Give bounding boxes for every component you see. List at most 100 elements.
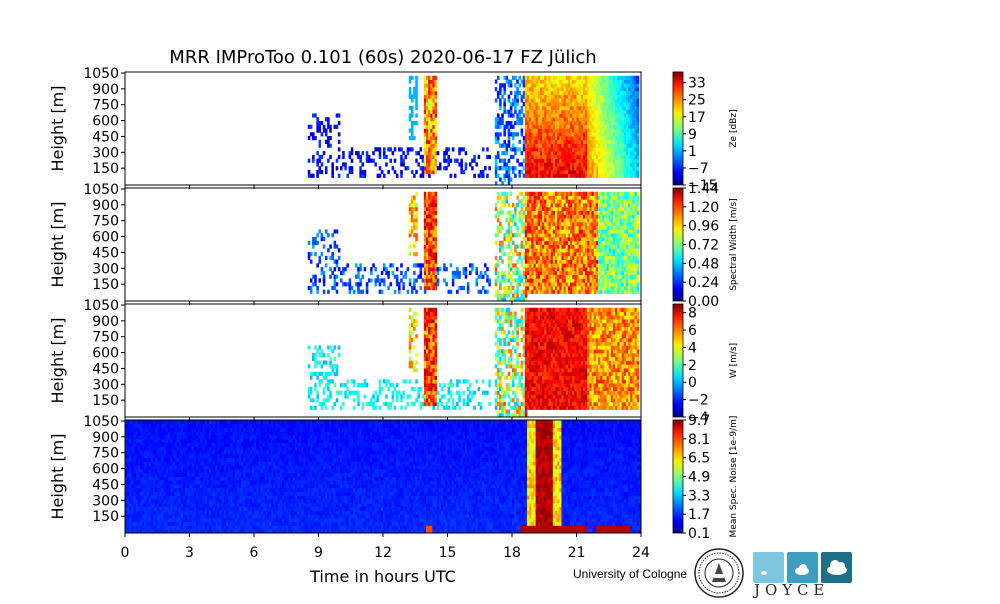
heatmap-cell xyxy=(411,125,414,129)
heatmap-cell xyxy=(510,323,513,327)
heatmap-cell xyxy=(435,144,438,148)
heatmap-cell xyxy=(521,199,524,203)
heatmap-cell xyxy=(463,170,466,174)
heatmap-cell xyxy=(323,391,326,395)
heatmap-cell xyxy=(362,162,365,166)
heatmap-cell xyxy=(508,136,511,140)
heatmap-cell xyxy=(486,275,489,279)
heatmap-cell xyxy=(435,159,438,163)
heatmap-cell xyxy=(400,155,403,159)
heatmap-cell xyxy=(454,174,457,178)
heatmap-cell xyxy=(355,263,358,267)
heatmap-cell xyxy=(518,256,521,260)
heatmap-cell xyxy=(503,203,506,207)
heatmap-cell xyxy=(521,207,524,211)
heatmap-cell xyxy=(486,147,489,151)
heatmap-cell xyxy=(407,290,410,294)
heatmap-cell xyxy=(486,391,489,395)
heatmap-cell xyxy=(508,342,511,346)
heatmap-cell xyxy=(323,402,326,406)
heatmap-cell xyxy=(516,87,519,91)
heatmap-cell xyxy=(637,226,640,230)
heatmap-cell xyxy=(465,151,468,155)
heatmap-cell xyxy=(329,125,332,129)
heatmap-cell xyxy=(402,282,405,286)
heatmap-cell xyxy=(437,402,440,406)
heatmap-cell xyxy=(338,256,341,260)
heatmap-cell xyxy=(325,263,328,267)
heatmap-cell xyxy=(497,263,500,267)
heatmap-cell xyxy=(508,203,511,207)
heatmap-cell xyxy=(411,147,414,151)
heatmap-cell xyxy=(512,398,515,402)
heatmap-cell xyxy=(525,293,528,297)
heatmap-cell xyxy=(364,170,367,174)
heatmap-cell xyxy=(510,80,513,84)
heatmap-cell xyxy=(413,245,416,249)
heatmap-cell xyxy=(400,263,403,267)
heatmap-cell xyxy=(316,241,319,245)
heatmap-cell xyxy=(503,361,506,365)
heatmap-cell xyxy=(435,398,438,402)
heatmap-cell xyxy=(637,214,640,218)
heatmap-cell xyxy=(396,394,399,398)
heatmap-cell xyxy=(368,155,371,159)
heatmap-cell xyxy=(450,290,453,294)
heatmap-cell xyxy=(321,162,324,166)
heatmap-cell xyxy=(420,387,423,391)
heatmap-cell xyxy=(435,214,438,218)
heatmap-cell xyxy=(475,278,478,282)
heatmap-cell xyxy=(409,357,412,361)
heatmap-cell xyxy=(415,214,418,218)
heatmap-cell xyxy=(409,282,412,286)
heatmap-cell xyxy=(314,237,317,241)
heatmap-cell xyxy=(437,278,440,282)
heatmap-cell xyxy=(637,144,640,148)
heatmap-cell xyxy=(510,229,513,233)
heatmap-cell xyxy=(329,275,332,279)
heatmap-cell xyxy=(415,319,418,323)
heatmap-cell xyxy=(521,106,524,110)
heatmap-cell xyxy=(439,267,442,271)
heatmap-cell xyxy=(351,151,354,155)
heatmap-cell xyxy=(336,290,339,294)
heatmap-cell xyxy=(310,260,313,264)
heatmap-cell xyxy=(637,117,640,121)
heatmap-cell xyxy=(422,174,425,178)
heatmap-cell xyxy=(351,166,354,170)
y-tick-label: 600 xyxy=(92,230,119,246)
heatmap-cell xyxy=(473,174,476,178)
heatmap-cell xyxy=(310,252,313,256)
heatmap-cell xyxy=(503,406,506,410)
heatmap-cell xyxy=(637,140,640,144)
heatmap-cell xyxy=(510,237,513,241)
heatmap-cell xyxy=(435,76,438,80)
heatmap-cell xyxy=(435,91,438,95)
heatmap-cell xyxy=(465,166,468,170)
heatmap-cell xyxy=(637,136,640,140)
heatmap-cell xyxy=(506,196,509,200)
heatmap-cell xyxy=(321,267,324,271)
heatmap-cell xyxy=(637,192,640,196)
heatmap-cell xyxy=(413,241,416,245)
heatmap-cell xyxy=(478,387,481,391)
heatmap-cell xyxy=(415,361,418,365)
heatmap-cell xyxy=(338,353,341,357)
heatmap-cell xyxy=(475,379,478,383)
heatmap-cell xyxy=(370,278,373,282)
heatmap-cell xyxy=(396,383,399,387)
heatmap-cell xyxy=(331,233,334,237)
heatmap-cell xyxy=(435,207,438,211)
heatmap-cell xyxy=(314,275,317,279)
heatmap-cell xyxy=(435,368,438,372)
heatmap-cell xyxy=(372,263,375,267)
heatmap-cell xyxy=(518,379,521,383)
heatmap-cell xyxy=(637,229,640,233)
heatmap-cell xyxy=(637,248,640,252)
heatmap-cell xyxy=(415,237,418,241)
heatmap-cell xyxy=(637,110,640,114)
heatmap-cell xyxy=(637,271,640,275)
heatmap-cell xyxy=(405,406,408,410)
heatmap-cell xyxy=(508,330,511,334)
heatmap-cell xyxy=(329,136,332,140)
